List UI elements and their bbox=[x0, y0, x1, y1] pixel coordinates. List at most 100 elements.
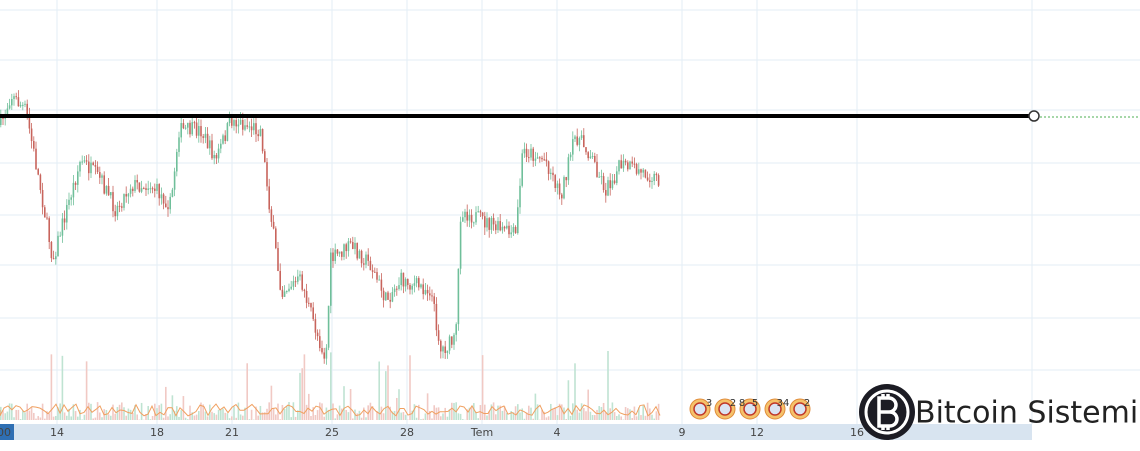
candle-body bbox=[198, 126, 200, 136]
candle-body bbox=[477, 211, 479, 213]
candle-body bbox=[160, 194, 163, 199]
volume-bar bbox=[330, 352, 332, 420]
volume-bar bbox=[156, 408, 158, 420]
candle-body bbox=[517, 207, 519, 234]
volume-bar bbox=[602, 402, 605, 420]
volume-bar bbox=[57, 407, 59, 420]
candle-body bbox=[8, 105, 11, 109]
volume-bar bbox=[585, 411, 587, 420]
volume-bar bbox=[653, 418, 655, 420]
volume-bar bbox=[376, 411, 378, 420]
candle-body bbox=[376, 272, 378, 280]
candle-body bbox=[451, 336, 453, 345]
volume-bar bbox=[4, 413, 6, 420]
volume-bar bbox=[655, 411, 658, 420]
volume-bar bbox=[580, 403, 583, 420]
candle-body bbox=[257, 134, 259, 137]
volume-bar bbox=[631, 417, 633, 420]
volume-bar bbox=[323, 416, 325, 420]
candle-body bbox=[653, 173, 655, 181]
volume-bar bbox=[477, 418, 479, 420]
candle-body bbox=[589, 156, 592, 159]
candle-body bbox=[583, 135, 585, 148]
volume-bar bbox=[191, 412, 193, 420]
candle-body bbox=[26, 103, 28, 115]
volume-bar bbox=[598, 406, 600, 420]
volume-bar bbox=[13, 417, 15, 420]
candle-body bbox=[651, 180, 653, 183]
time-axis-labels: 00 14 18 21 25 28 Tem 4 9 12 16 bbox=[0, 426, 864, 439]
volume-bar bbox=[404, 414, 407, 420]
candle-body bbox=[499, 221, 501, 231]
volume-bar bbox=[92, 418, 94, 420]
volume-bar bbox=[327, 409, 330, 420]
candle-body bbox=[57, 235, 59, 257]
volume-bar bbox=[569, 415, 572, 420]
volume-bar bbox=[495, 414, 497, 420]
candle-body bbox=[649, 180, 651, 183]
volume-bar bbox=[70, 416, 72, 420]
candle-body bbox=[565, 177, 567, 181]
volume-bar bbox=[272, 408, 275, 420]
volume-bar bbox=[30, 407, 33, 420]
candle-body bbox=[365, 254, 367, 265]
candle-body bbox=[297, 276, 299, 282]
candle-body bbox=[123, 194, 125, 208]
volume-bar bbox=[336, 414, 339, 420]
volume-bar bbox=[297, 410, 299, 420]
volume-bar bbox=[292, 402, 295, 420]
candle-body bbox=[134, 180, 136, 191]
volume-bar bbox=[371, 406, 374, 420]
candle-body bbox=[299, 274, 301, 277]
candle-body bbox=[420, 284, 422, 288]
volume-bar bbox=[257, 415, 259, 420]
candle-body bbox=[459, 221, 462, 269]
volume-bar bbox=[127, 408, 130, 420]
candle-body bbox=[497, 221, 499, 231]
volume-bar bbox=[501, 410, 504, 420]
volume-bar bbox=[486, 415, 488, 420]
candle-body bbox=[547, 161, 550, 174]
event-flag bbox=[793, 402, 807, 416]
volume-bar bbox=[587, 389, 589, 420]
axis-label: 18 bbox=[150, 426, 164, 439]
candle-body bbox=[226, 123, 229, 141]
candle-body bbox=[402, 272, 405, 287]
volume-bar bbox=[66, 415, 68, 420]
volume-bar bbox=[79, 409, 81, 420]
volume-bar bbox=[231, 416, 233, 420]
volume-bar bbox=[178, 416, 180, 420]
volume-bar bbox=[61, 355, 64, 420]
volume-bar bbox=[389, 406, 391, 420]
candle-body bbox=[624, 160, 627, 163]
volume-bar bbox=[246, 363, 248, 420]
candle-body bbox=[609, 180, 611, 189]
candle-body bbox=[501, 226, 504, 231]
candle-body bbox=[182, 123, 185, 129]
volume-bar bbox=[187, 419, 189, 420]
candle-body bbox=[266, 162, 268, 187]
candle-body bbox=[431, 295, 433, 297]
candle-body bbox=[187, 122, 189, 128]
candle-body bbox=[268, 186, 270, 210]
volume-bar bbox=[512, 412, 515, 420]
candle-body bbox=[171, 189, 174, 197]
volume-bar bbox=[349, 389, 352, 420]
line-handle[interactable] bbox=[1028, 110, 1040, 122]
candle-body bbox=[147, 188, 149, 190]
candle-body bbox=[374, 271, 376, 273]
candle-body bbox=[347, 241, 350, 252]
volume-bar bbox=[19, 419, 22, 420]
candle-body bbox=[151, 188, 154, 190]
candle-body bbox=[215, 154, 218, 159]
volume-bar bbox=[8, 403, 11, 420]
candle-body bbox=[83, 160, 86, 162]
candle-body bbox=[646, 177, 649, 181]
volume-bar bbox=[237, 402, 240, 420]
volume-bar bbox=[429, 410, 431, 420]
volume-bar bbox=[68, 408, 70, 420]
candle-body bbox=[246, 125, 248, 127]
volume-bar bbox=[391, 411, 394, 420]
volume-bar bbox=[431, 418, 433, 420]
volume-bar bbox=[453, 402, 455, 420]
